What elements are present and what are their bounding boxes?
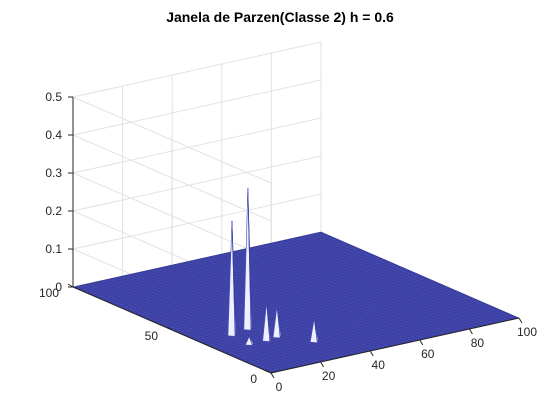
surface-mesh-line	[148, 264, 397, 320]
y-tick-label: 100	[39, 286, 59, 300]
surface-mesh-line	[88, 238, 337, 295]
surface-mesh-line	[235, 302, 484, 358]
x-tick-mark	[369, 350, 374, 357]
surface-mesh-line	[247, 307, 496, 363]
surface-mesh-line	[164, 271, 413, 327]
surface-mesh-line	[116, 250, 365, 307]
x-tick-mark	[419, 339, 424, 346]
x-tick-label: 100	[517, 325, 537, 339]
surface-mesh-line	[243, 305, 492, 362]
x-tick-mark	[270, 372, 275, 379]
z-gridline-back-wall	[72, 41, 322, 98]
z-gridline-back-wall	[72, 117, 322, 174]
surface-mesh-line	[175, 276, 424, 332]
surface-mesh-line	[112, 249, 361, 305]
surface-mesh-line	[156, 267, 405, 324]
y-tick-mark	[265, 369, 272, 374]
surface-mesh-line	[136, 259, 385, 315]
surface-mesh-line	[179, 278, 428, 334]
y-tick-label: 50	[145, 329, 159, 343]
surface-peak-side	[231, 220, 237, 337]
surface-mesh-line	[267, 316, 516, 372]
z-gridline-back-wall	[72, 193, 322, 250]
surface-mesh-line	[195, 285, 444, 341]
surface-peak-side	[247, 188, 253, 331]
surface-mesh-line	[168, 273, 417, 329]
x-tick-mark	[518, 317, 523, 324]
surface-mesh-line	[215, 293, 464, 350]
z-tick-label: 0.3	[45, 166, 62, 180]
surface-mesh-line	[203, 288, 452, 344]
surface-mesh-line	[92, 240, 341, 296]
y-tick-mark	[166, 326, 173, 331]
y-tick-label: 0	[250, 372, 257, 386]
surface-mesh-line	[183, 279, 432, 336]
x-tick-label: 60	[421, 347, 435, 361]
surface-mesh-line	[239, 304, 488, 360]
surface-mesh-line	[76, 233, 325, 289]
surface-mesh-line	[199, 286, 448, 343]
z-tick-label: 0.5	[45, 90, 62, 104]
x-tick-label: 0	[276, 380, 283, 394]
surface-mesh-line	[219, 295, 468, 351]
surface-mesh-line	[160, 269, 409, 326]
x-tick-label: 20	[322, 369, 336, 383]
surface-peak-side	[313, 318, 319, 343]
surface-mesh-line	[251, 309, 500, 365]
surface-mesh-line	[80, 235, 329, 291]
z-tick-label: 0.2	[45, 204, 62, 218]
surface-mesh-line	[104, 245, 353, 301]
surface-peak-side	[266, 302, 271, 342]
x-tick-label: 80	[471, 336, 485, 350]
x-tick-mark	[468, 328, 473, 335]
x-tick-mark	[320, 361, 325, 368]
surface-mesh-line	[100, 243, 349, 300]
z-tick-label: 0	[55, 280, 62, 294]
surface-mesh-line	[171, 274, 421, 331]
surface-peak-side	[248, 336, 254, 347]
surface-mesh-line	[120, 252, 369, 308]
surface-mesh-line	[211, 292, 460, 348]
chart-title: Janela de Parzen(Classe 2) h = 0.6	[166, 9, 394, 25]
surface-mesh-line	[84, 236, 333, 293]
z-gridline-back-wall	[72, 155, 322, 212]
z-tick-label: 0.4	[45, 128, 62, 142]
surface-mesh-line	[140, 261, 389, 317]
surface-mesh-line	[144, 262, 393, 319]
surface-mesh-line	[259, 312, 508, 369]
surface-mesh-line	[152, 266, 401, 322]
z-gridline-back-wall	[72, 79, 322, 136]
x-tick-label: 40	[372, 358, 386, 372]
surface-mesh-line	[132, 257, 381, 313]
x-axis-line	[270, 317, 520, 374]
surface-mesh-line	[223, 297, 472, 353]
surface-mesh-line	[96, 242, 345, 298]
surface-mesh-line	[227, 298, 476, 355]
surface-mesh-line	[263, 314, 512, 370]
surface-mesh-line	[207, 290, 456, 346]
surface-mesh-line	[128, 255, 377, 312]
surface-mesh-line	[231, 300, 480, 356]
z-tick-label: 0.1	[45, 242, 62, 256]
surface-plot	[72, 188, 520, 374]
surface-mesh-line	[255, 310, 504, 367]
surface-peak-side	[276, 306, 282, 339]
